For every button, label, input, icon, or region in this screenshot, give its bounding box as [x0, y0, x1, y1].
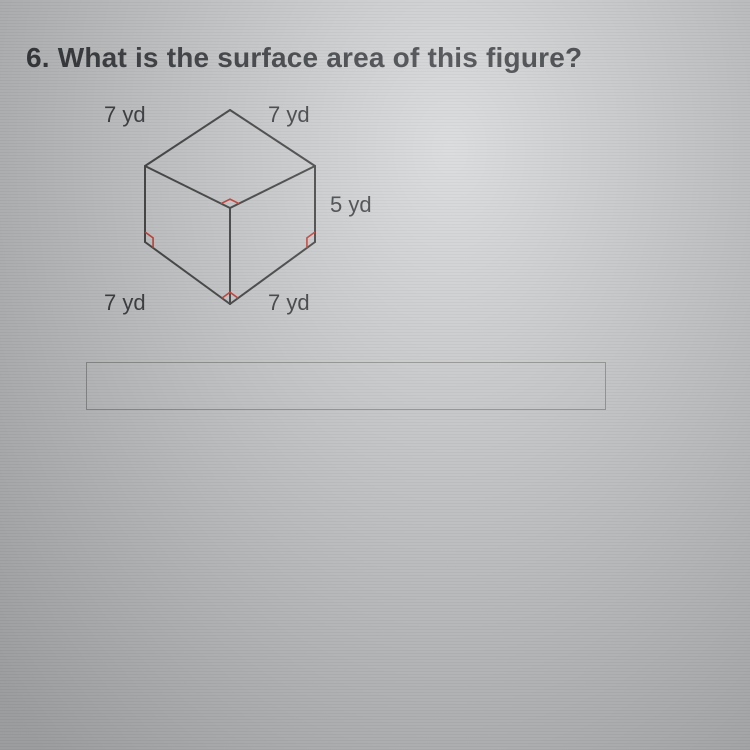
- question-text: What is the surface area of this figure?: [58, 42, 583, 73]
- label-right: 5 yd: [330, 192, 372, 218]
- label-top-right: 7 yd: [268, 102, 310, 128]
- question-line: 6. What is the surface area of this figu…: [26, 42, 582, 74]
- label-top-left: 7 yd: [104, 102, 146, 128]
- geometry-figure: 7 yd 7 yd 5 yd 7 yd 7 yd: [90, 90, 440, 350]
- answer-input[interactable]: [86, 362, 606, 410]
- label-bottom-left: 7 yd: [104, 290, 146, 316]
- label-bottom-right: 7 yd: [268, 290, 310, 316]
- question-number: 6.: [26, 42, 50, 73]
